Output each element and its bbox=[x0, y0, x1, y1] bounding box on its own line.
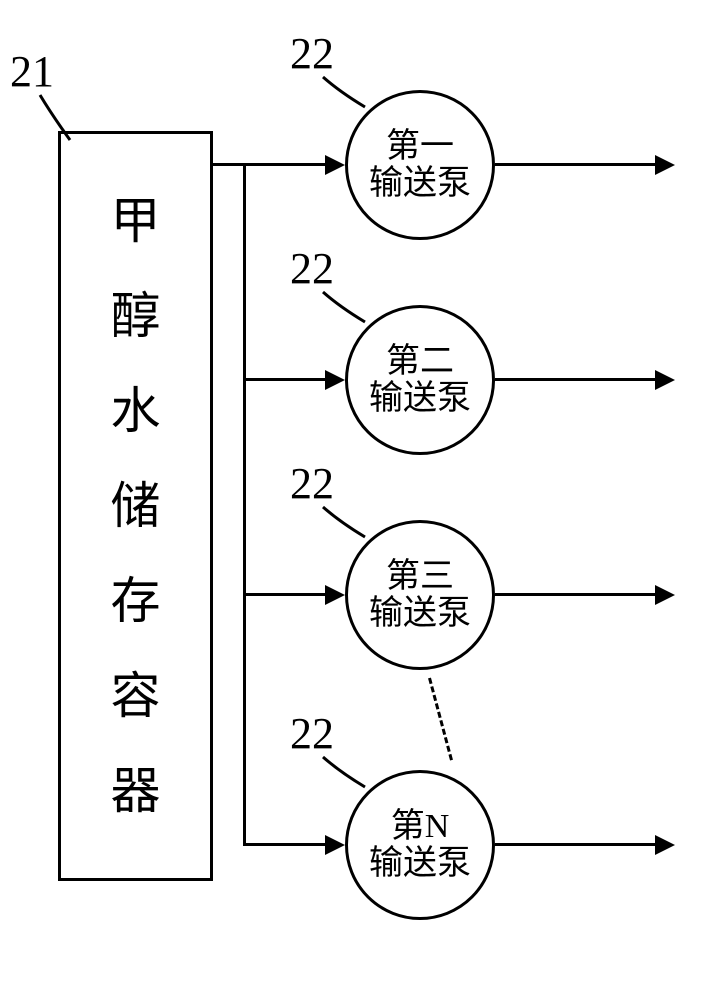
arrow-head-pump2-out bbox=[655, 370, 675, 390]
arrow-pump1-out bbox=[495, 163, 655, 166]
pump3-line1: 第三 bbox=[386, 558, 454, 595]
storage-text: 甲 醇 水 储 存 容 器 bbox=[111, 174, 161, 839]
arrow-head-pumpN-in bbox=[325, 835, 345, 855]
dashed-continuation bbox=[428, 678, 453, 761]
pump3-leader bbox=[315, 502, 375, 542]
arrow-head-pump3-in bbox=[325, 585, 345, 605]
pump2-line1: 第二 bbox=[386, 343, 454, 380]
pump1-leader bbox=[315, 72, 375, 112]
pump-1: 第一 输送泵 bbox=[345, 90, 495, 240]
pump3-line2: 输送泵 bbox=[369, 595, 471, 632]
pump-2: 第二 输送泵 bbox=[345, 305, 495, 455]
pump1-line2: 输送泵 bbox=[369, 165, 471, 202]
pumpN-line2: 输送泵 bbox=[369, 845, 471, 882]
pump-3: 第三 输送泵 bbox=[345, 520, 495, 670]
arrow-storage-pump3 bbox=[243, 593, 325, 596]
pump1-line1: 第一 bbox=[386, 128, 454, 165]
pump-n: 第N 输送泵 bbox=[345, 770, 495, 920]
arrow-head-pump2-in bbox=[325, 370, 345, 390]
arrow-pump2-out bbox=[495, 378, 655, 381]
arrow-storage-pumpN bbox=[243, 843, 325, 846]
arrow-storage-pump2 bbox=[243, 378, 325, 381]
arrow-storage-pump1 bbox=[213, 163, 325, 166]
pump2-line2: 输送泵 bbox=[369, 380, 471, 417]
arrow-head-pump3-out bbox=[655, 585, 675, 605]
arrow-head-pump1-out bbox=[655, 155, 675, 175]
arrow-head-pumpN-out bbox=[655, 835, 675, 855]
storage-container: 甲 醇 水 储 存 容 器 bbox=[58, 131, 213, 881]
diagram-root: 21 甲 醇 水 储 存 容 器 22 第一 输送泵 22 第二 输送泵 bbox=[0, 0, 706, 1000]
pumpN-leader bbox=[315, 752, 375, 792]
arrow-head-pump1-in bbox=[325, 155, 345, 175]
arrow-pump3-out bbox=[495, 593, 655, 596]
pumpN-line1: 第N bbox=[391, 808, 450, 845]
trunk-line bbox=[243, 163, 246, 843]
pump2-leader bbox=[315, 287, 375, 327]
arrow-pumpN-out bbox=[495, 843, 655, 846]
